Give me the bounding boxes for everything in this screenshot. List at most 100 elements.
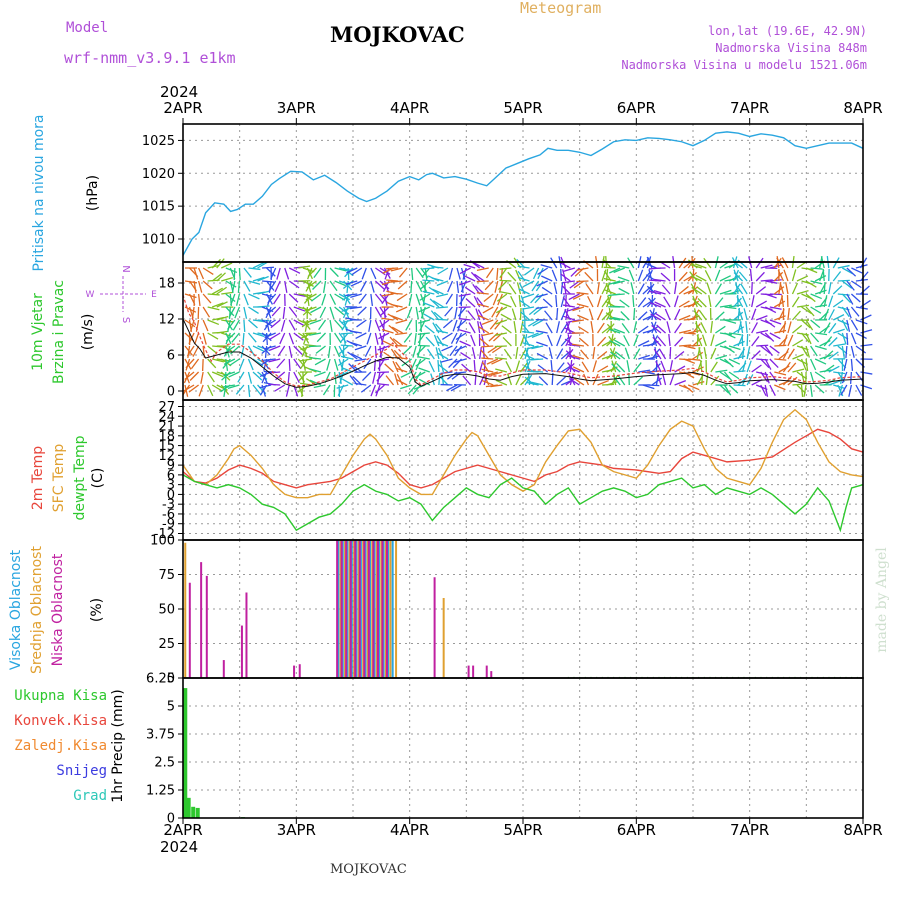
wind-arrow — [841, 319, 849, 332]
wind-arrow — [392, 360, 399, 373]
wind-arrow — [568, 378, 580, 386]
wind-arrow — [207, 384, 214, 397]
wind-arrow — [860, 285, 870, 295]
wind-arrow — [370, 267, 377, 280]
wind-arrow — [765, 293, 777, 299]
wind-arrow — [422, 279, 435, 282]
wind-arrow — [787, 348, 795, 360]
y-tick-label: 18 — [158, 277, 175, 292]
altitude-text: Nadmorska Visina 848m — [715, 41, 867, 55]
wind-arrow — [833, 343, 846, 347]
wind-arrow — [481, 345, 494, 348]
wind-arrow — [749, 268, 753, 282]
wind-arrow — [654, 301, 666, 308]
wind-arrow — [653, 290, 666, 295]
dewpoint-line — [182, 474, 864, 533]
wind-arrow — [293, 358, 302, 370]
wind-arrow — [855, 319, 868, 325]
wind-arrow — [657, 336, 667, 347]
wind-arrow — [810, 345, 818, 357]
y-tick-label: 25 — [158, 637, 175, 652]
wind-arrow — [299, 358, 313, 362]
wind-arrow — [751, 295, 755, 308]
wind-arrow — [728, 345, 741, 351]
wind-arrow — [760, 345, 771, 354]
wind-arrow — [207, 345, 218, 355]
wind-arrow — [228, 306, 236, 318]
wind-arrow — [375, 267, 386, 276]
wind-arrow — [319, 306, 327, 319]
wind-arrow — [628, 269, 635, 282]
wind-arrow — [828, 351, 839, 360]
wind-arrow — [779, 282, 785, 295]
wind-arrow — [494, 332, 507, 336]
wind-arrow — [189, 319, 195, 332]
wind-arrow — [425, 336, 435, 347]
wind-arrow — [293, 345, 303, 356]
wind-arrow — [638, 340, 650, 347]
wind-arrow — [228, 371, 240, 378]
wind-arrow — [455, 332, 467, 341]
wind-arrow — [719, 384, 730, 394]
wind-arrow — [698, 309, 707, 321]
wind-arrow — [567, 362, 576, 373]
wind-arrow — [277, 345, 286, 357]
wind-arrow — [329, 293, 337, 306]
wind-arrow — [846, 306, 852, 319]
wind-arrow — [475, 308, 481, 321]
wind-arrow — [243, 319, 246, 333]
wind-arrow — [448, 267, 454, 280]
wind-arrow — [841, 345, 845, 358]
wind-arrow — [288, 345, 293, 358]
wind-arrow — [184, 371, 195, 381]
wind-arrow — [538, 376, 549, 386]
wind-arrow — [374, 280, 385, 290]
wind-arrow — [651, 325, 662, 334]
wind-arrow — [414, 332, 417, 345]
wind-arrow — [515, 347, 519, 360]
wind-arrow — [833, 328, 845, 334]
wind-arrow — [252, 345, 265, 352]
wind-arrow — [202, 280, 213, 290]
wind-arrow — [324, 371, 331, 384]
wind-arrow — [519, 307, 522, 321]
wind-arrow — [513, 321, 517, 334]
wind-arrow — [396, 373, 404, 386]
wind-arrow — [531, 381, 544, 386]
wind-arrow — [248, 293, 260, 300]
wind-arrow — [792, 368, 805, 373]
wind-arrow — [341, 358, 345, 371]
wind-arrow — [346, 267, 358, 274]
wind-arrow — [499, 267, 512, 270]
wind-arrow — [632, 294, 635, 308]
wind-arrow — [207, 319, 220, 326]
wind-arrow — [322, 384, 331, 396]
wind-arrow — [342, 378, 354, 386]
y-tick-label: 21 — [158, 420, 175, 435]
wind-arrow — [690, 264, 702, 269]
wind-arrow — [700, 359, 703, 373]
wind-arrow — [769, 384, 776, 396]
wind-arrow — [828, 380, 841, 386]
wind-arrow — [298, 319, 310, 326]
wind-arrow — [343, 332, 346, 345]
y-tick-label: 0 — [167, 488, 175, 503]
wind-arrow — [202, 306, 211, 318]
wind-arrow — [601, 310, 611, 321]
wind-arrow — [660, 360, 667, 373]
wind-arrow — [841, 306, 850, 318]
wind-arrow — [613, 328, 625, 334]
wind-arrow — [519, 321, 524, 334]
wind-arrow — [345, 280, 358, 285]
wind-arrow — [305, 378, 317, 386]
wind-arrow — [723, 384, 732, 396]
y-tick-label: 12 — [158, 449, 175, 464]
wind-arrow — [454, 371, 467, 375]
wind-arrow — [810, 280, 823, 285]
x-day-label-bottom: 5APR — [503, 821, 542, 839]
wind-arrow — [476, 267, 489, 271]
wind-arrow — [620, 311, 630, 321]
wind-arrow — [412, 345, 417, 358]
wind-arrow — [232, 319, 240, 331]
wind-arrow — [238, 267, 241, 281]
